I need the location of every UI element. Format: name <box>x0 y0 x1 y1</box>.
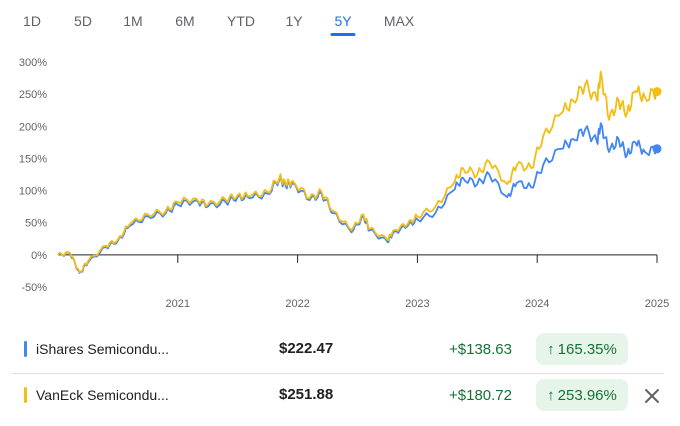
percent-change-badge: ↑ 253.96% <box>536 379 628 411</box>
percent-change-badge: ↑ 165.35% <box>536 333 628 365</box>
price-change: +$180.72 <box>449 387 512 404</box>
comparison-chart[interactable]: 300% 250% 200% 150% 100% 50% 0% -50% 2021 2022 202… <box>0 40 680 325</box>
series-line <box>57 70 658 274</box>
tab-5d[interactable]: 5D <box>74 13 92 29</box>
y-tick-label: 150% <box>19 153 47 165</box>
y-tick-label: 200% <box>19 121 47 133</box>
y-tick-label: 50% <box>25 218 47 230</box>
y-tick-label: 0% <box>31 250 47 262</box>
arrow-up-icon: ↑ <box>547 386 555 404</box>
comparison-row-ishares[interactable]: iShares Semicondu... $222.47 +$138.63 ↑ … <box>0 328 664 370</box>
tab-max[interactable]: MAX <box>383 13 415 29</box>
series-line <box>57 122 658 274</box>
tab-1d[interactable]: 1D <box>23 13 41 29</box>
series-endpoint-marker <box>652 87 662 97</box>
tab-6m[interactable]: 6M <box>175 13 195 29</box>
percent-change-value: 253.96% <box>557 386 617 404</box>
y-tick-label: -50% <box>21 282 47 294</box>
arrow-up-icon: ↑ <box>547 340 555 358</box>
security-name: VanEck Semicondu... <box>36 387 169 403</box>
y-tick-label: 250% <box>19 89 47 101</box>
close-icon[interactable] <box>642 386 662 406</box>
tab-ytd[interactable]: YTD <box>227 13 255 29</box>
x-tick-label: 2024 <box>525 298 549 310</box>
x-tick-label: 2021 <box>166 298 190 310</box>
security-name: iShares Semicondu... <box>36 341 170 357</box>
x-tick-label: 2022 <box>285 298 309 310</box>
tab-1m[interactable]: 1M <box>123 13 143 29</box>
series-color-indicator <box>24 387 27 403</box>
series-color-indicator <box>24 341 27 357</box>
price-change: +$138.63 <box>449 341 512 358</box>
x-tick-label: 2025 <box>645 298 669 310</box>
x-tick-label: 2023 <box>405 298 429 310</box>
security-price: $251.88 <box>279 386 334 403</box>
security-price: $222.47 <box>279 340 334 357</box>
row-divider <box>12 373 664 374</box>
y-tick-label: 100% <box>19 186 47 198</box>
range-tabs: 1D 5D 1M 6M YTD 1Y 5Y MAX <box>0 0 680 40</box>
comparison-row-vaneck[interactable]: VanEck Semicondu... $251.88 +$180.72 ↑ 2… <box>0 374 664 416</box>
tab-1y[interactable]: 1Y <box>285 13 303 29</box>
series-endpoint-marker <box>652 144 662 154</box>
percent-change-value: 165.35% <box>557 340 617 358</box>
tab-5y[interactable]: 5Y <box>330 13 356 36</box>
y-tick-label: 300% <box>19 57 47 69</box>
